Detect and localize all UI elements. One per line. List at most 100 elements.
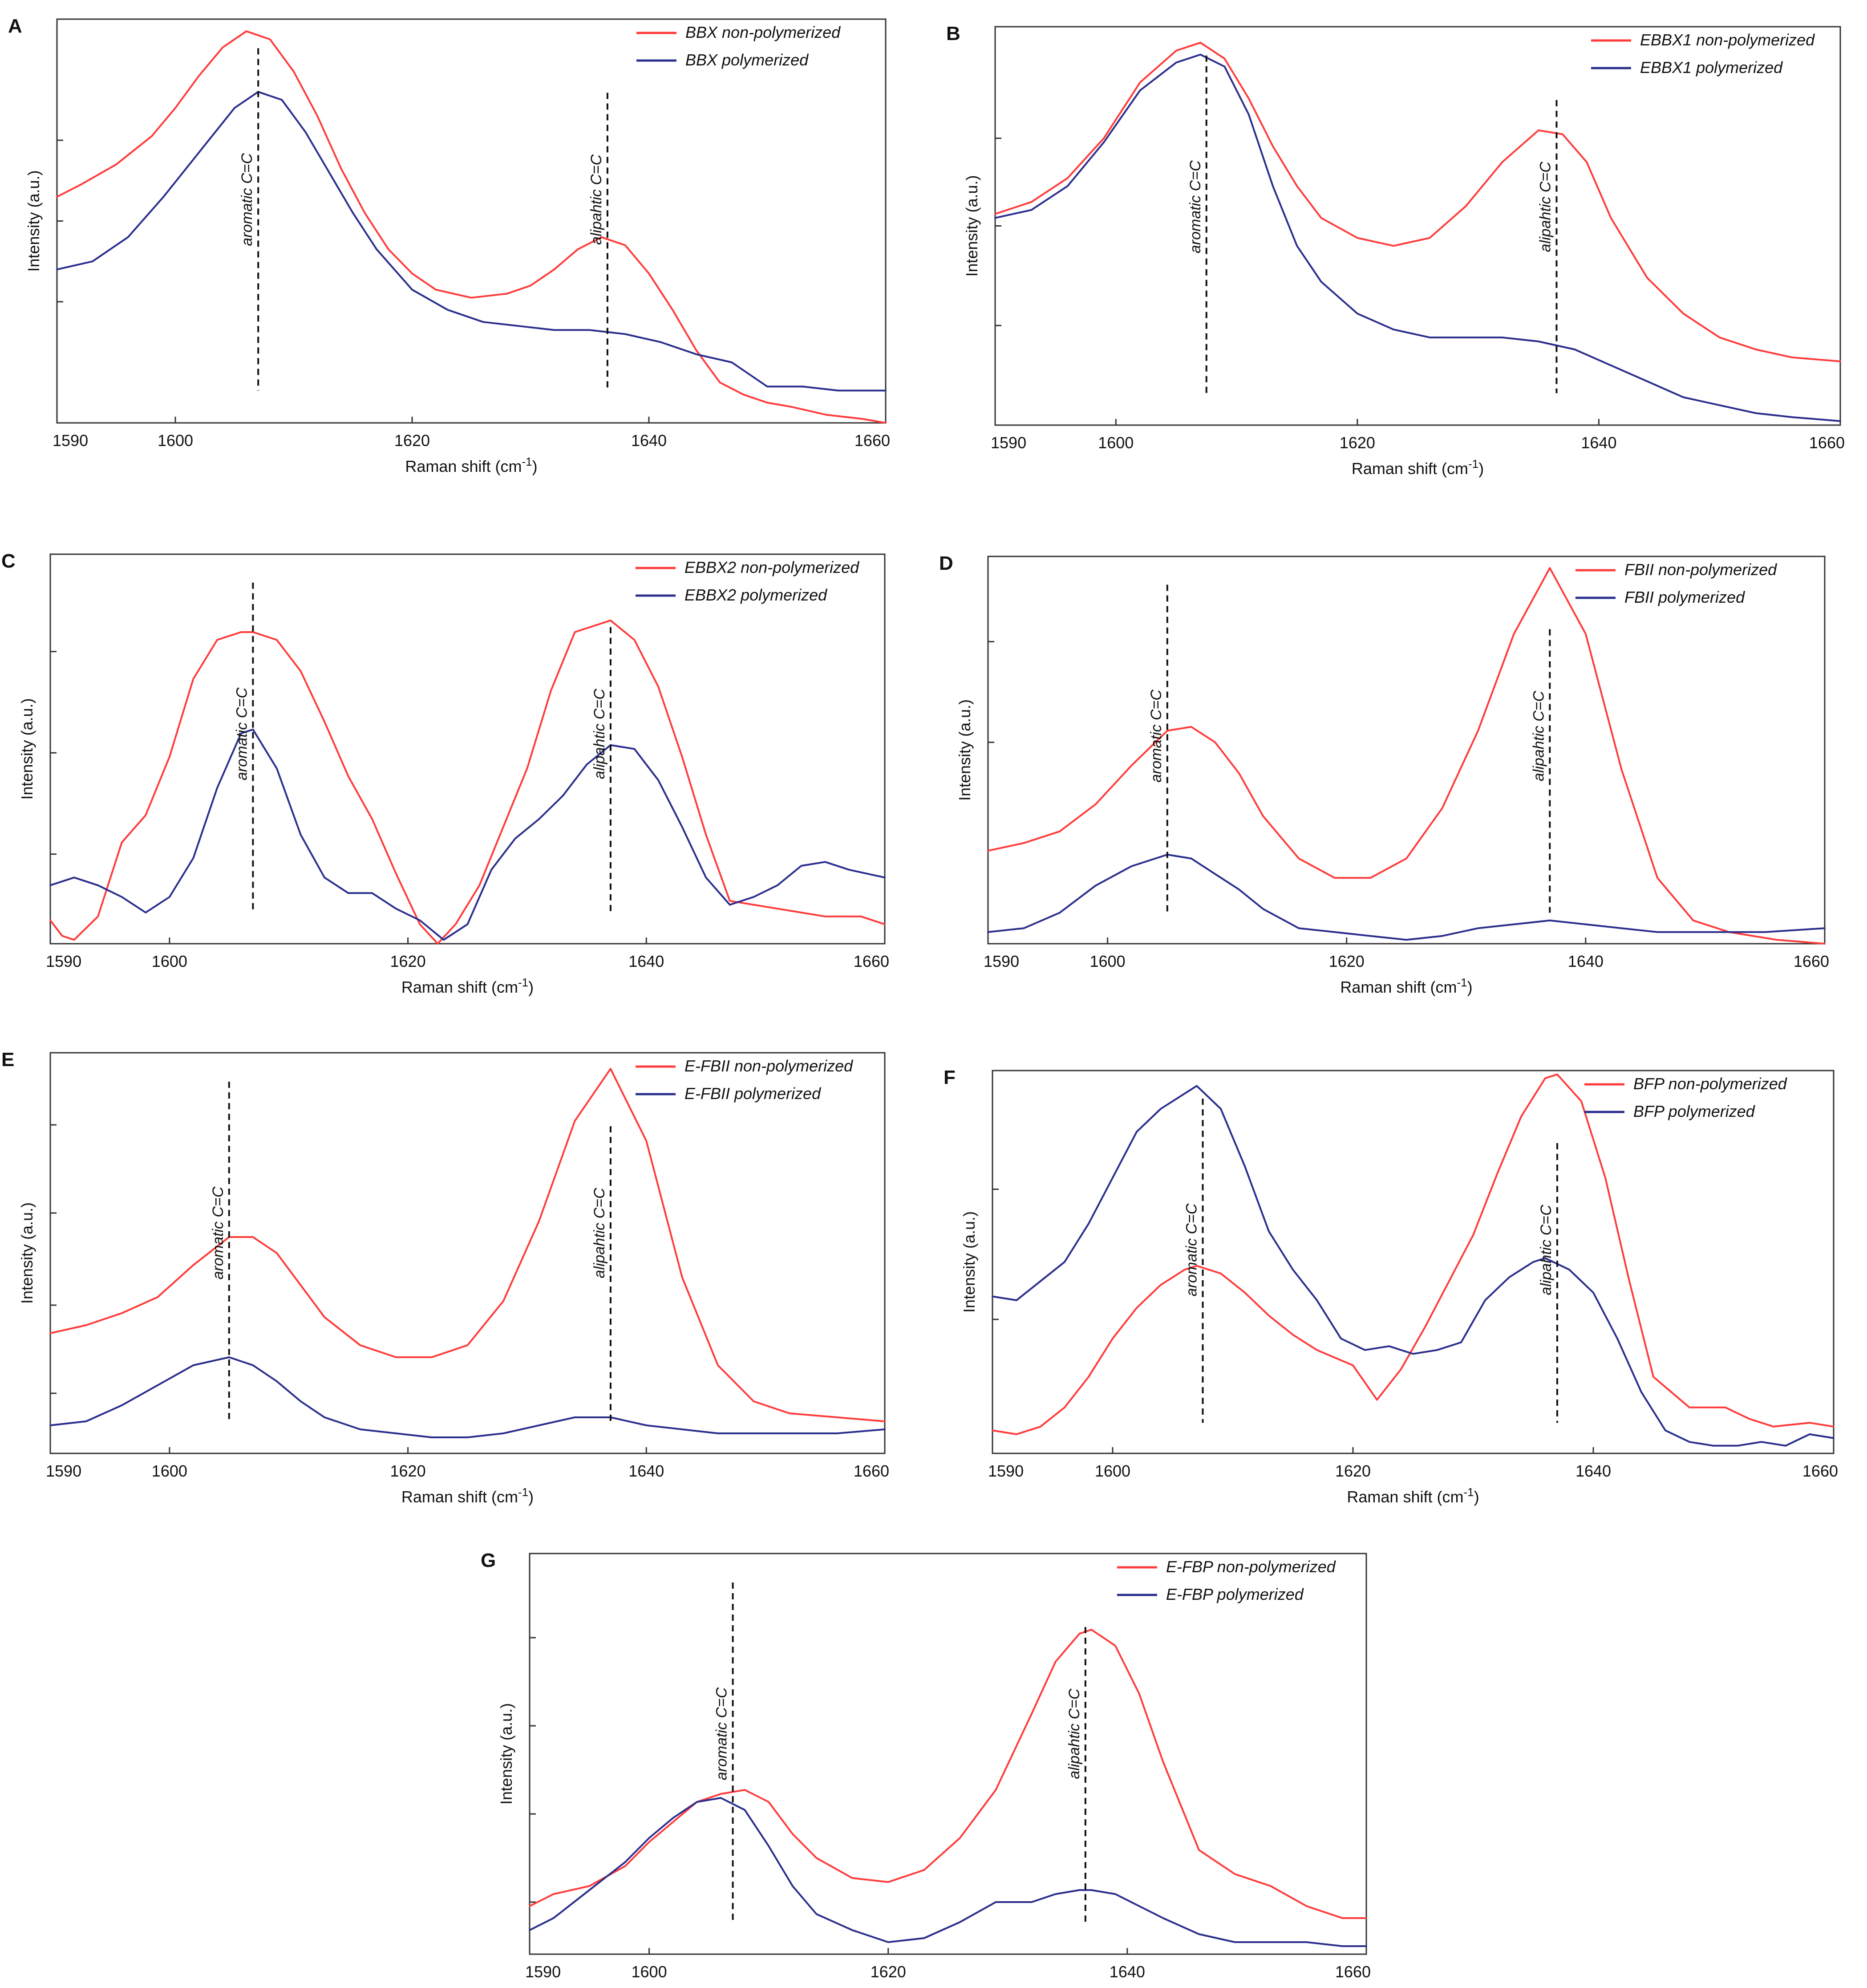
series-line-non-polymerized [49,619,886,945]
chart-panel-C: C 1590 1600 1620 1640 1660 Raman shift (cm-1) I… [1,550,889,996]
series-line-polymerized [56,91,887,392]
legend-entry: FBII polymerized [1624,588,1745,606]
x-tick-label: 1600 [1095,1462,1130,1480]
legend-entry: FBII non-polymerized [1624,560,1777,579]
x-axis-title: Raman shift (cm-1) [1347,1485,1479,1506]
series-line-polymerized [994,53,1841,422]
x-axis-title: Raman shift (cm-1) [401,1485,534,1506]
panel-letter: A [8,15,22,37]
series-line-polymerized [49,728,886,941]
y-axis-title: Intensity (a.u.) [497,1703,515,1805]
legend-entry: E-FBII non-polymerized [684,1057,853,1075]
series-line-polymerized [529,1797,1367,1947]
x-tick-label: 1620 [871,1963,906,1981]
y-axis-title: Intensity (a.u.) [18,1202,36,1304]
x-tick-label: 1660 [1335,1963,1371,1981]
legend-entry: EBBX1 non-polymerized [1640,31,1815,49]
x-tick-label: 1660 [854,952,889,970]
x-axis-title: Raman shift (cm-1) [1340,976,1472,996]
legend-entry: EBBX2 non-polymerized [684,558,859,576]
annotation-label: aromatic C=C [210,1186,227,1279]
x-tick-label: 1600 [1090,952,1126,970]
legend-entry: EBBX2 polymerized [684,586,827,604]
panel-letter: E [1,1049,14,1071]
x-tick-label: 1640 [631,431,667,450]
series-line-non-polymerized [994,41,1841,362]
x-tick-label: 1590 [984,952,1019,970]
annotation-label: alipahtic C=C [591,689,608,779]
x-tick-label: 1620 [390,1462,426,1480]
plot-frame [56,18,887,424]
x-tick-label: 1620 [390,952,426,970]
chart-panel-G: G 1590 1600 1620 1640 1660 Raman shift (cm-1) I… [481,1550,1371,1988]
panel-letter: G [481,1550,496,1571]
legend-entry: BBX non-polymerized [685,23,841,41]
series-line-non-polymerized [56,30,887,424]
annotation-label: aromatic C=C [239,153,255,246]
x-tick-label: 1590 [991,434,1026,452]
y-axis-title: Intensity (a.u.) [960,1211,978,1313]
x-tick-label: 1590 [46,1462,81,1480]
annotation-label: aromatic C=C [713,1687,730,1780]
x-tick-label: 1600 [632,1963,667,1981]
chart-panel-B: B 1590 1600 1620 1640 1660 Raman shift (cm-1) I… [946,23,1845,478]
x-tick-label: 1640 [1575,1462,1611,1480]
y-axis-title: Intensity (a.u.) [24,170,43,272]
x-axis-title: Raman shift (cm-1) [882,1986,1014,1988]
x-tick-label: 1640 [628,952,664,970]
annotation-label: alipahtic C=C [591,1188,608,1278]
chart-panel-F: F 1590 1600 1620 1640 1660 Raman shift (cm-1) I… [944,1067,1838,1506]
x-tick-label: 1590 [988,1462,1024,1480]
x-tick-label: 1620 [1340,434,1375,452]
series-line-polymerized [987,853,1826,941]
annotation-label: alipahtic C=C [588,154,605,245]
annotation-label: aromatic C=C [1148,690,1165,783]
x-tick-label: 1660 [1809,434,1845,452]
legend-entry: BFP non-polymerized [1633,1075,1787,1093]
x-tick-label: 1660 [1802,1462,1838,1480]
y-axis-title: Intensity (a.u.) [956,699,974,801]
x-tick-label: 1660 [1794,952,1829,970]
x-axis-title: Raman shift (cm-1) [405,455,537,475]
annotation-label: alipahtic C=C [1530,690,1547,781]
chart-panel-D: D 1590 1600 1620 1640 1660 Raman shift (cm-1) I… [939,552,1829,996]
x-tick-label: 1600 [152,952,187,970]
x-tick-label: 1640 [1581,434,1616,452]
series-line-polymerized [992,1085,1835,1447]
x-tick-label: 1660 [855,431,890,450]
x-tick-label: 1660 [854,1462,889,1480]
legend-entry: BBX polymerized [685,51,809,69]
legend-entry: E-FBII polymerized [684,1084,821,1103]
annotation-label: alipahtic C=C [1538,1205,1555,1295]
plot-frame [987,556,1826,945]
chart-panel-A: A 1590 1600 1620 1640 1660 Raman shift (cm-1) I… [8,15,890,475]
series-line-non-polymerized [49,1068,886,1422]
series-line-non-polymerized [987,567,1826,945]
series-line-non-polymerized [992,1073,1835,1435]
x-tick-label: 1640 [1568,952,1604,970]
x-tick-label: 1620 [394,431,430,450]
plot-frame [529,1553,1367,1955]
x-tick-label: 1590 [53,431,88,450]
annotation-label: aromatic C=C [1183,1203,1200,1296]
chart-panel-E: E 1590 1600 1620 1640 1660 Raman shift (cm-1) I… [1,1049,889,1506]
x-axis-title: Raman shift (cm-1) [1352,457,1484,478]
x-tick-label: 1620 [1329,952,1365,970]
plot-frame [49,1052,886,1454]
plot-frame [994,26,1841,426]
series-line-polymerized [49,1356,886,1438]
plot-frame [49,553,886,945]
plot-frame [992,1070,1835,1454]
panel-letter: F [944,1067,956,1088]
legend-entry: E-FBP non-polymerized [1166,1558,1336,1576]
legend-entry: E-FBP polymerized [1166,1585,1304,1603]
panel-letter: B [946,23,960,45]
x-tick-label: 1600 [152,1462,187,1480]
x-axis-title: Raman shift (cm-1) [401,976,534,996]
annotation-label: aromatic C=C [1187,160,1204,253]
series-line-non-polymerized [529,1629,1367,1919]
x-tick-label: 1640 [1110,1963,1145,1981]
legend-entry: BFP polymerized [1633,1102,1755,1120]
x-tick-label: 1590 [525,1963,561,1981]
